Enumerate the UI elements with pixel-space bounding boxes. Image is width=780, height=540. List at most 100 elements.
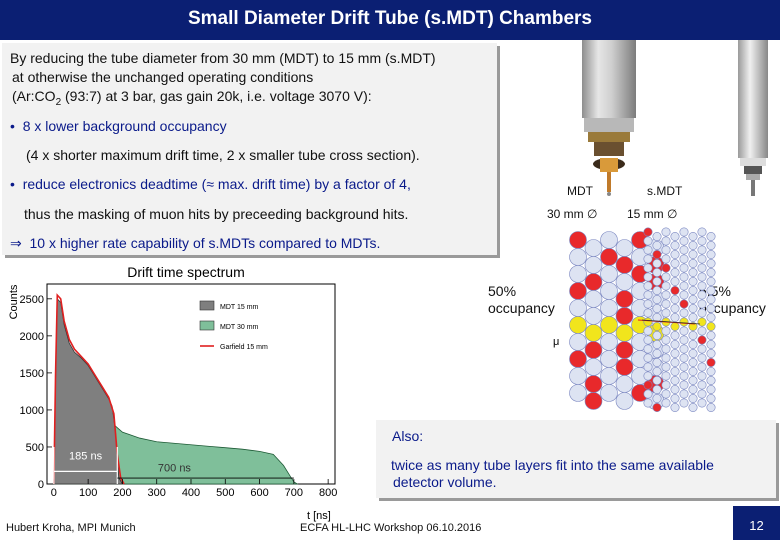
smdt-tube	[688, 358, 698, 368]
smdt-tube	[643, 281, 653, 291]
smdt-tube	[679, 236, 689, 246]
mdt-tube	[569, 248, 587, 266]
footer-event: ECFA HL-LHC Workshop 06.10.2016	[300, 522, 482, 534]
page-number: 12	[749, 518, 764, 533]
smdt-diameter-label: 15 mm ∅	[627, 207, 678, 221]
smdt-tube	[652, 331, 662, 341]
smdt-tube	[643, 380, 653, 390]
muon-track-right	[641, 319, 701, 325]
series-garfield-15mm-line	[53, 293, 125, 485]
y-tick-label: 2000	[20, 331, 44, 343]
bullet-icon: •	[10, 118, 15, 134]
smdt-tube	[688, 322, 698, 332]
smdt-tube	[652, 385, 662, 395]
mdt-tube	[615, 273, 634, 291]
y-tick-label: 1000	[20, 405, 44, 417]
intro-line-3: (Ar:CO2 (93:7) at 3 bar, gas gain 20k, i…	[12, 88, 372, 108]
mdt-tube	[584, 324, 603, 342]
smdt-tube	[679, 290, 689, 300]
smdt-tube	[652, 249, 662, 259]
smdt-tube	[706, 276, 716, 286]
smdt-tube	[679, 362, 689, 372]
smdt-tube	[643, 272, 653, 282]
smdt-tube	[643, 236, 653, 246]
tube-photo	[500, 40, 780, 198]
smdt-tube	[688, 385, 698, 395]
x-tick-label: 0	[51, 487, 57, 499]
bullet-2-detail: thus the masking of muon hits by preceed…	[24, 206, 409, 222]
footer-author: Hubert Kroha, MPI Munich	[6, 522, 136, 534]
also-line-2: detector volume.	[393, 474, 497, 490]
mdt-tube	[600, 316, 618, 334]
smdt-tube	[661, 272, 671, 282]
smdt-tube	[652, 304, 662, 314]
bullet-icon: •	[10, 176, 15, 192]
smdt-tube	[706, 249, 716, 259]
smdt-tube	[688, 249, 698, 259]
smdt-tube	[643, 245, 653, 255]
smdt-tube	[706, 286, 716, 296]
mdt-tube	[600, 265, 618, 283]
page-number-badge	[733, 506, 780, 540]
smdt-tube	[670, 367, 680, 377]
smdt-tube	[670, 286, 680, 296]
also-heading: Also:	[392, 428, 424, 444]
mdt-tube	[615, 341, 634, 359]
x-tick-label: 300	[148, 487, 166, 499]
mdt-tube	[615, 358, 634, 376]
smdt-tube	[697, 263, 707, 273]
smdt-tube	[652, 258, 662, 268]
smdt-tube	[706, 340, 716, 350]
smdt-tube	[679, 272, 689, 282]
smdt-tube	[652, 240, 662, 250]
smdt-tube	[670, 304, 680, 314]
smdt-tube	[652, 367, 662, 377]
smdt-tube	[652, 267, 662, 277]
smdt-tube	[661, 281, 671, 291]
smdt-tube	[652, 358, 662, 368]
x-tick-label: 700	[285, 487, 303, 499]
smdt-tube	[661, 227, 671, 237]
mdt-tube	[584, 392, 603, 410]
smdt-tube	[688, 295, 698, 305]
smdt-tube	[643, 290, 653, 300]
smdt-tube	[661, 389, 671, 399]
mdt-tube	[615, 239, 634, 257]
smdt-tube	[643, 227, 653, 237]
smdt-tube	[643, 326, 653, 336]
smdt-tube	[661, 299, 671, 309]
smdt-tube	[697, 245, 707, 255]
smdt-tube	[643, 308, 653, 318]
mdt-tube	[615, 256, 634, 274]
smdt-tube	[670, 276, 680, 286]
mdt-tube	[615, 290, 634, 308]
smdt-tube	[679, 371, 689, 381]
mdt-tube	[600, 282, 618, 300]
mdt-tube	[584, 358, 603, 376]
smdt-tube	[697, 308, 707, 318]
x-tick-label: 600	[250, 487, 268, 499]
smdt-tube-image	[738, 40, 768, 196]
bullet-1-detail: (4 x shorter maximum drift time, 2 x sma…	[26, 147, 420, 163]
smdt-tube	[670, 403, 680, 412]
mdt-occupancy-label: 50% occupancy	[488, 283, 555, 316]
smdt-tube	[688, 340, 698, 350]
x-tick-label: 200	[113, 487, 131, 499]
y-tick-label: 2500	[20, 294, 44, 306]
smdt-tube	[670, 349, 680, 359]
smdt-tube	[688, 349, 698, 359]
annotation-700-label: 700 ns	[158, 462, 192, 474]
smdt-tube	[661, 236, 671, 246]
smdt-tube	[661, 263, 671, 273]
slide-title: Small Diameter Drift Tube (s.MDT) Chambe…	[187, 8, 592, 29]
main-text-box	[2, 43, 497, 255]
smdt-tube	[688, 331, 698, 341]
mdt-tube	[569, 384, 587, 402]
smdt-label: s.MDT	[647, 184, 683, 198]
title-bar	[0, 0, 780, 40]
smdt-tube	[706, 313, 716, 323]
smdt-tube	[652, 295, 662, 305]
smdt-tube	[697, 389, 707, 399]
smdt-tube	[688, 394, 698, 404]
mdt-tube	[615, 324, 634, 342]
